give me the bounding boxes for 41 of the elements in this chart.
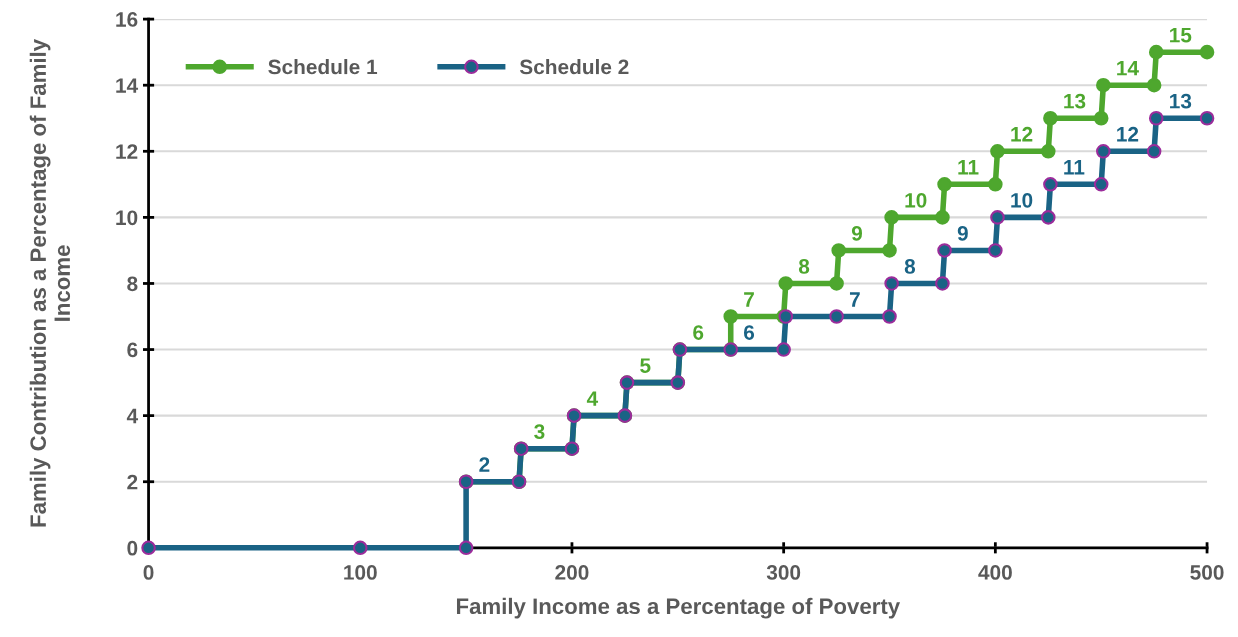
data-label: 14 (1117, 60, 1139, 76)
y-tick-label: 0 (127, 540, 138, 556)
y-tick-label: 16 (116, 12, 138, 27)
data-label: 4 (586, 391, 599, 406)
y-tick-label: 10 (116, 210, 138, 226)
data-label: 7 (744, 292, 754, 307)
y-axis-title: Family Contribution as a Percentage of Family Income (29, 39, 71, 527)
data-label: 11 (1064, 160, 1085, 175)
data-label: 3 (534, 424, 545, 440)
y-tick-label: 6 (127, 342, 138, 358)
data-label: 12 (1117, 126, 1139, 142)
data-label: 7 (849, 292, 860, 307)
x-tick-label: 200 (555, 565, 589, 580)
data-label: 11 (958, 160, 979, 175)
data-label: 10 (1011, 192, 1033, 208)
data-label: 10 (905, 192, 927, 208)
data-label: 8 (904, 259, 916, 274)
x-tick-label: 500 (1190, 565, 1224, 580)
data-label: 6 (693, 325, 704, 340)
x-tick-label: 100 (344, 565, 377, 580)
y-tick-label: 2 (127, 474, 138, 490)
data-label: 13 (1170, 93, 1192, 109)
x-tick-label: 400 (978, 565, 1012, 580)
data-label: 2 (479, 457, 490, 472)
y-tick-label: 4 (126, 408, 139, 424)
data-label: 6 (743, 325, 755, 340)
data-label: 9 (851, 225, 863, 241)
y-tick-label: 14 (116, 78, 139, 93)
legend-label: Schedule 2 (519, 59, 629, 75)
data-label: 13 (1064, 93, 1086, 109)
y-tick-label: 12 (116, 144, 138, 159)
x-tick-label: 0 (143, 565, 154, 580)
data-label: 12 (1011, 126, 1033, 142)
x-axis-title: Family Income as a Percentage of Poverty (456, 597, 901, 619)
y-tick-label: 8 (127, 276, 138, 292)
data-label: 15 (1170, 27, 1192, 43)
data-label: 5 (640, 358, 651, 373)
x-tick-label: 300 (766, 565, 801, 580)
data-label: 8 (798, 259, 810, 274)
legend-label: Schedule 1 (268, 59, 378, 75)
data-label: 9 (957, 225, 968, 241)
